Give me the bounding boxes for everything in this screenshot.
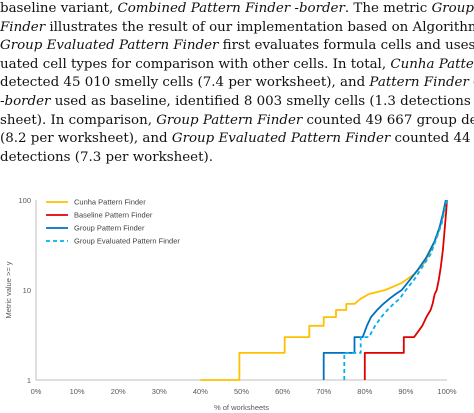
series-line-1 (363, 199, 448, 380)
y-axis-title: Metric value >= y (4, 261, 13, 318)
legend-label: Group Evaluated Pattern Finder (74, 237, 180, 246)
text-run: sheet). In comparison, (0, 112, 157, 128)
x-axis-title: % of worksheets (214, 403, 269, 412)
y-tick-label: 1 (27, 376, 31, 385)
x-tick-label: 60% (275, 387, 290, 396)
paragraph-line: uated cell types for comparison with oth… (0, 56, 474, 75)
paragraph-line: sheet). In comparison, Group Pattern Fin… (0, 112, 474, 131)
x-tick-label: 0% (31, 387, 42, 396)
x-tick-label: 50% (234, 387, 249, 396)
text-run: (8.2 per worksheet), and (0, 131, 172, 147)
x-tick-label: 90% (398, 387, 413, 396)
paragraph-line: -border used as baseline, identified 8 0… (0, 93, 474, 112)
emphasized-term: Group Evaluated Pattern Finder (171, 131, 391, 147)
text-run: baseline variant, (0, 1, 118, 16)
paragraph-line: detected 45 010 smelly cells (7.4 per wo… (0, 74, 474, 93)
x-tick-label: 20% (111, 387, 126, 396)
emphasized-term: Group Evaluated Pattern Finder (0, 38, 219, 54)
text-run: uated cell types for comparison with oth… (0, 56, 391, 72)
emphasized-term: Group Pattern (431, 1, 474, 16)
y-tick-label: 100 (18, 196, 31, 205)
text-run: counted 44 453 group (394, 131, 474, 147)
paragraph-line: Finder illustrates the result of our imp… (0, 19, 474, 38)
x-tick-label: 80% (357, 387, 372, 396)
text-run: detected 45 010 smelly cells (7.4 per wo… (0, 75, 370, 91)
paragraph-line: detections (7.3 per worksheet). (0, 149, 474, 168)
text-run: first evaluates formula cells and uses t… (222, 38, 474, 54)
emphasized-term: Finder (0, 19, 46, 35)
x-tick-label: 100% (437, 387, 457, 396)
text-run: illustrates the result of our implementa… (49, 19, 474, 35)
legend-label: Group Pattern Finder (74, 224, 145, 233)
text-run: . The metric (344, 1, 432, 16)
emphasized-term: -border (0, 93, 51, 109)
text-run: detections (7.3 per worksheet). (0, 149, 213, 165)
paragraph-line: Group Evaluated Pattern Finder first eva… (0, 37, 474, 56)
text-run: counted 49 667 group detections, (306, 112, 474, 128)
x-tick-label: 40% (193, 387, 208, 396)
cumulative-metric-chart: 0% 10% 20% 30% 40% 50% 60% 70% 80% 90% 100% 1 10 100%… (4, 196, 457, 412)
emphasized-term: Pattern Finder Combined (369, 75, 474, 91)
emphasized-term: Group Pattern Finder (156, 112, 303, 128)
paragraph-line: baseline variant, Combined Pattern Finde… (0, 0, 474, 19)
paper-paragraph: baseline variant, Combined Pattern Finde… (0, 0, 474, 167)
x-tick-label: 30% (152, 387, 167, 396)
legend-label: Baseline Pattern Finder (74, 211, 153, 220)
series-line-3 (343, 199, 448, 380)
emphasized-term: Combined Pattern Finder -border (117, 1, 345, 16)
text-run: used as baseline, identified 8 003 smell… (54, 93, 474, 109)
legend-label: Cunha Pattern Finder (74, 198, 146, 207)
emphasized-term: Cunha Pattern Finder (390, 56, 474, 72)
paragraph-line: (8.2 per worksheet), and Group Evaluated… (0, 130, 474, 149)
y-tick-label: 10 (23, 286, 31, 295)
x-tick-label: 10% (70, 387, 85, 396)
x-tick-label: 70% (316, 387, 331, 396)
